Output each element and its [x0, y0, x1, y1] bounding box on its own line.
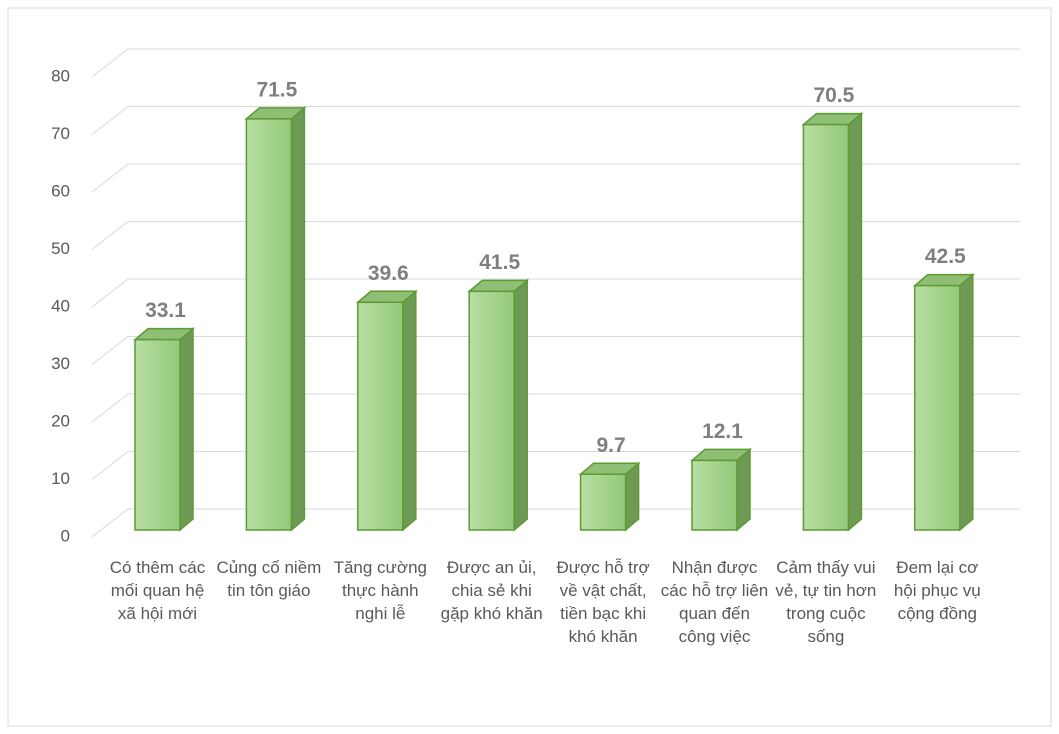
bar: [689, 447, 753, 532]
x-tick-label: Tăng cường thực hành nghi lễ: [333, 558, 427, 623]
bar: [355, 289, 418, 532]
bar-face: [847, 112, 863, 532]
bar: [912, 273, 975, 532]
y-tick-label: 40: [51, 296, 70, 315]
grid-line: [91, 163, 1020, 193]
grid-line: [91, 336, 1020, 365]
bar-face: [736, 447, 751, 532]
grid-line: [91, 508, 1020, 538]
bar-face: [290, 106, 306, 532]
grid-line: [91, 106, 1020, 135]
grid-line: [91, 48, 1020, 78]
value-label: 70.5: [813, 84, 854, 107]
y-tick-label: 0: [61, 526, 70, 545]
value-label: 9.7: [596, 434, 625, 457]
value-label: 71.5: [256, 78, 297, 101]
bar-face: [579, 473, 627, 531]
bar: [132, 327, 196, 532]
y-tick-label: 60: [51, 181, 70, 200]
grid-line: [91, 221, 1020, 250]
bar-face: [402, 289, 417, 532]
x-tick-label: Được hỗ trợ về vật chất, tiền bạc khi kh…: [556, 558, 650, 646]
bar-face: [179, 327, 194, 532]
grid-line: [91, 278, 1020, 308]
grid-line: [91, 393, 1020, 423]
y-tick-label: 70: [51, 124, 70, 143]
x-tick-label: Nhận được các hỗ trợ liên quan đến công …: [660, 558, 769, 646]
x-tick-label: Đem lại cơ hội phục vụ cộng đồng: [893, 558, 981, 623]
x-tick-label: Được an ủi, chia sẻ khi gặp khó khăn: [440, 558, 543, 623]
value-label: 33.1: [145, 299, 186, 322]
bar: [578, 461, 641, 532]
bar-face: [134, 338, 181, 531]
bar-face: [959, 273, 974, 532]
bar: [244, 106, 307, 532]
value-label: 39.6: [368, 262, 409, 285]
bar-face: [468, 290, 515, 531]
bar: [801, 112, 864, 532]
frame: [7, 7, 1052, 727]
x-tick-label: Cảm thấy vui vẻ, tự tin hơn trong cuộc s…: [775, 558, 877, 646]
y-tick-label: 80: [51, 66, 70, 85]
x-tick-label: Củng cố niềm tin tôn giáo: [216, 558, 322, 600]
value-label: 42.5: [925, 245, 966, 268]
bar-face: [513, 278, 528, 532]
bar-face: [914, 284, 961, 531]
bar: [467, 278, 530, 532]
value-label: 12.1: [702, 420, 743, 443]
bar-face: [802, 123, 850, 531]
grid-line: [91, 451, 1020, 480]
bar-face: [357, 301, 404, 531]
bar-face: [245, 118, 293, 531]
x-tick-label: Có thêm các mối quan hệ xã hội mới: [109, 558, 206, 623]
y-tick-label: 50: [51, 239, 70, 258]
y-tick-label: 10: [51, 469, 70, 488]
y-tick-label: 30: [51, 354, 70, 373]
value-label: 41.5: [479, 251, 520, 274]
y-tick-label: 20: [51, 411, 70, 430]
bar-face: [691, 459, 738, 531]
